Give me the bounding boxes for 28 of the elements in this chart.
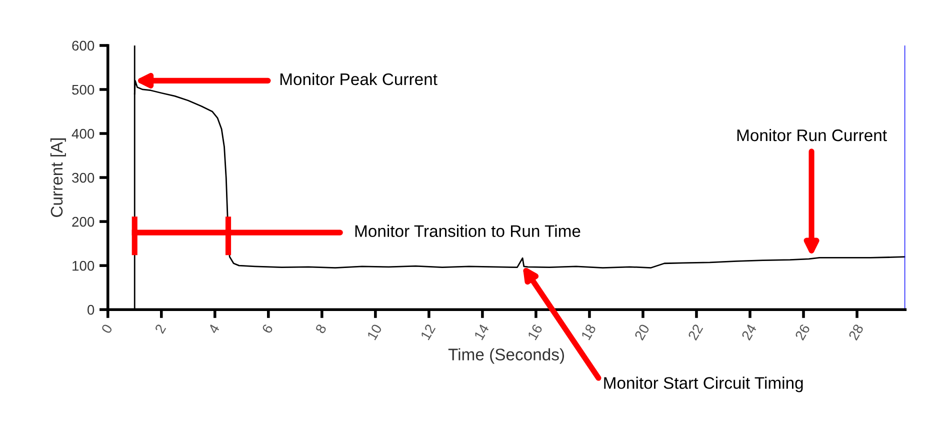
- x-tick-label: 16: [527, 324, 543, 340]
- y-tick-label: 400: [72, 128, 94, 139]
- x-tick-label: 12: [420, 324, 436, 340]
- y-tick-label: 500: [72, 84, 94, 95]
- x-tick-label: 26: [794, 324, 810, 341]
- y-tick-label: 100: [72, 260, 94, 271]
- y-axis-title: Current [A]: [50, 138, 66, 217]
- x-tick-label: 22: [688, 324, 704, 341]
- x-tick-label: 6: [262, 324, 274, 334]
- y-tick-label: 0: [87, 304, 94, 315]
- x-tick-label: 18: [580, 323, 596, 340]
- y-tick-label: 600: [72, 40, 94, 51]
- x-tick-label: 28: [848, 323, 864, 341]
- x-axis-title: Time (Seconds): [448, 348, 564, 364]
- y-tick-label: 200: [72, 216, 94, 227]
- x-tick-label: 24: [741, 323, 757, 341]
- x-tick-label: 0: [100, 323, 113, 334]
- x-tick-label: 10: [366, 323, 382, 340]
- x-tick-label: 2: [154, 324, 166, 334]
- x-tick-label: 20: [634, 323, 650, 341]
- annotation: Monitor Peak Current: [280, 72, 438, 86]
- annotation: Monitor Start Circuit Timing: [604, 376, 803, 392]
- x-tick-label: 4: [208, 323, 220, 334]
- y-tick-label: 300: [72, 172, 94, 183]
- annotation: Monitor Transition to Run Time: [355, 224, 580, 238]
- x-tick-label: 14: [474, 323, 490, 340]
- annotation: Monitor Run Current: [737, 128, 887, 142]
- x-tick-label: 8: [314, 323, 327, 334]
